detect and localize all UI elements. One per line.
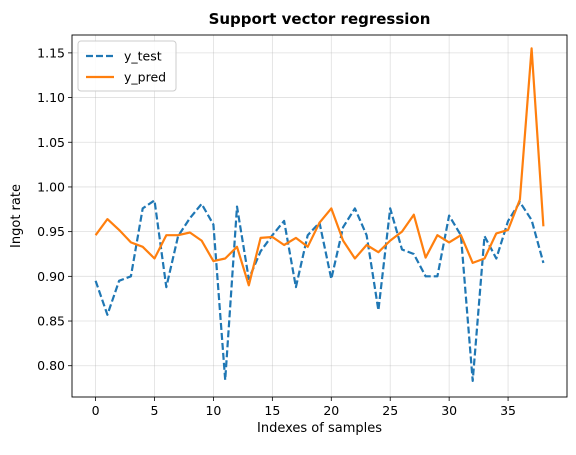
- x-tick-label: 10: [205, 403, 221, 418]
- chart-title: Support vector regression: [209, 10, 431, 28]
- legend-label: y_test: [124, 49, 162, 64]
- y-tick-label: 1.10: [37, 90, 65, 105]
- y-tick-label: 0.95: [37, 224, 65, 239]
- legend: y_test y_pred: [77, 40, 177, 92]
- ticks: 0 5 10 15 20 25 30 35 0.80 0.85 0.90 0.95 1.00 1.05 1.…: [37, 45, 516, 418]
- x-tick-label: 15: [264, 403, 280, 418]
- series-line-y-pred: [94, 47, 545, 287]
- y-tick-label: 1.15: [37, 45, 65, 60]
- series-layer: [94, 47, 545, 382]
- y-tick-label: 0.80: [37, 358, 65, 373]
- y-tick-label: 1.05: [37, 135, 65, 150]
- y-axis-title: Ingot rate: [9, 184, 24, 248]
- x-tick-label: 30: [441, 403, 457, 418]
- x-tick-label: 25: [382, 403, 398, 418]
- x-tick-label: 0: [92, 403, 100, 418]
- y-tick-label: 0.85: [37, 314, 65, 329]
- y-tick-label: 1.00: [37, 179, 65, 194]
- x-tick-label: 20: [323, 403, 339, 418]
- x-tick-label: 5: [151, 403, 159, 418]
- x-axis-title: Indexes of samples: [257, 421, 382, 436]
- grid: [72, 35, 567, 397]
- legend-label: y_pred: [124, 70, 166, 85]
- axes-frame: [71, 34, 568, 398]
- x-tick-label: 35: [500, 403, 516, 418]
- legend-box: [77, 40, 177, 92]
- y-tick-label: 0.90: [37, 269, 65, 284]
